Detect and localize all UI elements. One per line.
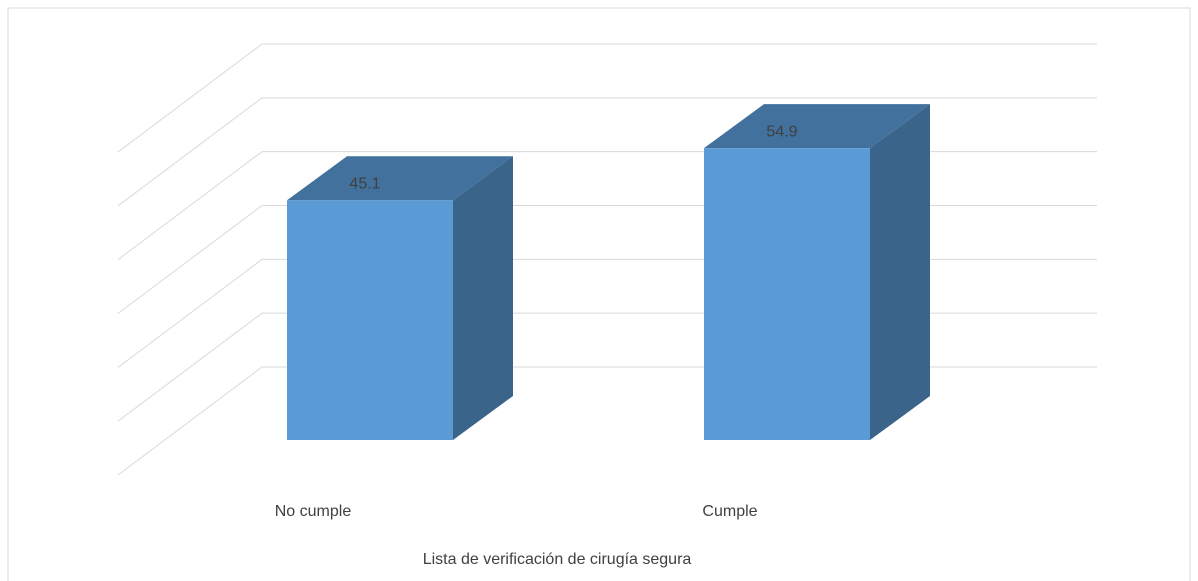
grid-line [117, 97, 1097, 207]
data-label: 45.1 [349, 175, 380, 192]
grid-line [117, 366, 1097, 476]
bar-top [287, 156, 513, 201]
grid-line [117, 43, 1097, 153]
bar [704, 148, 870, 441]
x-axis-label: Lista de verificación de cirugía segura [423, 551, 692, 568]
bar-side [453, 156, 513, 441]
data-label: 54.9 [766, 123, 797, 140]
bar [287, 200, 453, 440]
chart-border [7, 7, 1191, 581]
x-tick-label: No cumple [275, 503, 352, 520]
bar-side [870, 104, 930, 441]
bar-top [704, 104, 930, 149]
x-tick-label: Cumple [702, 503, 757, 520]
